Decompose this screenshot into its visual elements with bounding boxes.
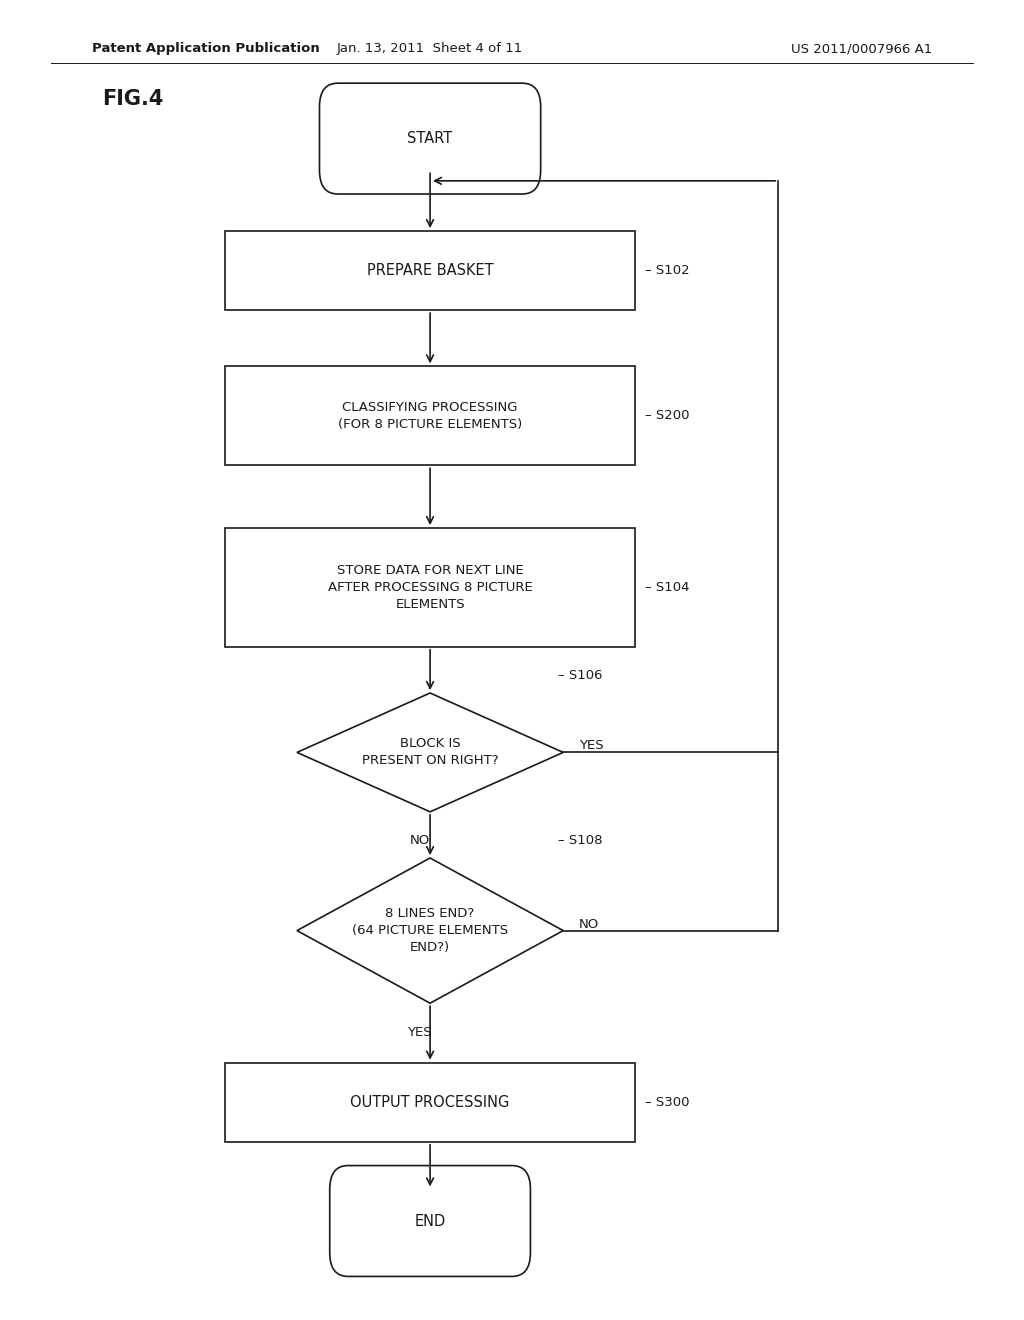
Text: START: START <box>408 131 453 147</box>
Text: CLASSIFYING PROCESSING
(FOR 8 PICTURE ELEMENTS): CLASSIFYING PROCESSING (FOR 8 PICTURE EL… <box>338 401 522 430</box>
Text: END: END <box>415 1213 445 1229</box>
FancyBboxPatch shape <box>319 83 541 194</box>
Text: STORE DATA FOR NEXT LINE
AFTER PROCESSING 8 PICTURE
ELEMENTS: STORE DATA FOR NEXT LINE AFTER PROCESSIN… <box>328 564 532 611</box>
Text: Jan. 13, 2011  Sheet 4 of 11: Jan. 13, 2011 Sheet 4 of 11 <box>337 42 523 55</box>
Text: YES: YES <box>579 739 603 752</box>
Text: NO: NO <box>410 834 430 847</box>
Text: US 2011/0007966 A1: US 2011/0007966 A1 <box>791 42 932 55</box>
Text: – S108: – S108 <box>558 834 602 847</box>
Text: – S102: – S102 <box>645 264 690 277</box>
Bar <box>225 366 635 465</box>
Text: YES: YES <box>408 1026 432 1039</box>
Bar <box>225 231 635 310</box>
Bar <box>225 1063 635 1142</box>
Text: PREPARE BASKET: PREPARE BASKET <box>367 263 494 279</box>
Text: BLOCK IS
PRESENT ON RIGHT?: BLOCK IS PRESENT ON RIGHT? <box>361 738 499 767</box>
Bar <box>225 528 635 647</box>
Text: 8 LINES END?
(64 PICTURE ELEMENTS
END?): 8 LINES END? (64 PICTURE ELEMENTS END?) <box>352 907 508 954</box>
Text: Patent Application Publication: Patent Application Publication <box>92 42 319 55</box>
Polygon shape <box>297 693 563 812</box>
Polygon shape <box>297 858 563 1003</box>
Text: – S106: – S106 <box>558 669 602 682</box>
FancyBboxPatch shape <box>330 1166 530 1276</box>
Text: FIG.4: FIG.4 <box>102 88 164 110</box>
Text: – S200: – S200 <box>645 409 689 422</box>
Text: OUTPUT PROCESSING: OUTPUT PROCESSING <box>350 1094 510 1110</box>
Text: NO: NO <box>579 917 599 931</box>
Text: – S300: – S300 <box>645 1096 689 1109</box>
Text: – S104: – S104 <box>645 581 689 594</box>
